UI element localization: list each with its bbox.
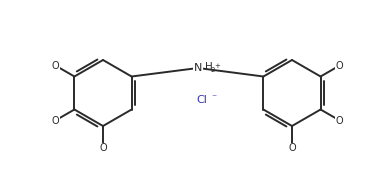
Text: ⁻: ⁻ [211, 93, 216, 103]
Text: O: O [336, 116, 343, 126]
Text: Cl: Cl [196, 95, 207, 105]
Text: H: H [205, 62, 213, 72]
Text: O: O [52, 60, 59, 70]
Text: O: O [52, 116, 59, 126]
Text: N: N [194, 63, 202, 73]
Text: +: + [214, 62, 220, 68]
Text: 2: 2 [211, 67, 215, 73]
Text: O: O [336, 60, 343, 70]
Text: O: O [288, 143, 296, 153]
Text: O: O [99, 143, 107, 153]
